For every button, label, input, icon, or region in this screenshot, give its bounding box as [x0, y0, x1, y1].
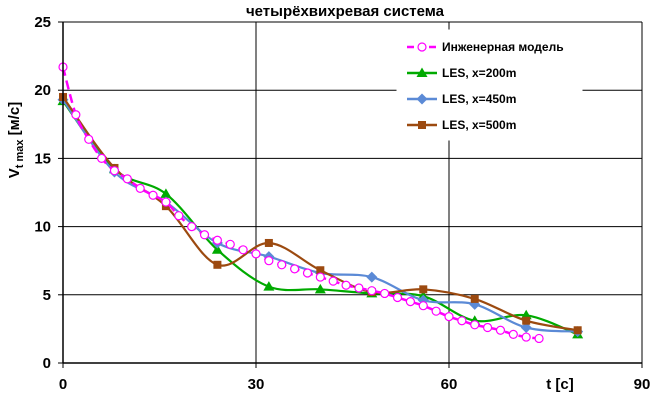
- data-point: [380, 288, 390, 299]
- y-axis-label-unit: [м/с]: [6, 102, 23, 140]
- data-point: [148, 190, 158, 200]
- x-tick-label: 0: [59, 376, 67, 393]
- data-point: [212, 235, 222, 245]
- data-point: [251, 249, 261, 259]
- tick-labels: 0 5 10 15 20 25 0 30 60 90: [34, 14, 650, 393]
- data-point: [71, 110, 81, 120]
- data-point: [444, 312, 454, 322]
- data-point: [495, 325, 506, 335]
- data-point: [213, 260, 222, 269]
- legend-box: [396, 29, 583, 141]
- data-point: [315, 272, 325, 282]
- data-point: [470, 320, 480, 330]
- y-tick-label: 5: [43, 287, 51, 304]
- data-point: [431, 306, 441, 316]
- data-point: [225, 239, 235, 249]
- data-point: [238, 245, 248, 255]
- data-point: [199, 230, 210, 240]
- chart-title: четырёхвихревая система: [246, 3, 445, 20]
- data-point: [109, 166, 120, 176]
- data-point: [316, 266, 325, 275]
- data-point: [277, 260, 287, 270]
- data-point: [367, 286, 377, 296]
- data-point: [84, 134, 94, 144]
- data-point: [470, 294, 479, 303]
- legend: Инженерная модель LES, x=200m LES, x=450m L…: [396, 29, 583, 141]
- data-point: [341, 280, 351, 290]
- y-tick-label: 10: [34, 219, 51, 236]
- data-point: [290, 264, 300, 274]
- legend-marker: [418, 121, 426, 129]
- grid: [63, 21, 643, 363]
- series-0: [58, 62, 544, 344]
- data-point: [160, 188, 172, 198]
- data-point: [264, 256, 274, 266]
- data-point: [328, 276, 338, 286]
- x-axis-label: t [c]: [546, 376, 574, 393]
- data-point: [392, 292, 403, 303]
- data-point: [174, 211, 184, 221]
- legend-marker: [416, 93, 428, 105]
- data-point: [211, 244, 223, 254]
- data-point: [521, 332, 531, 342]
- data-point: [263, 281, 275, 291]
- data-point: [122, 174, 132, 184]
- legend-label: LES, x=500m: [442, 118, 516, 132]
- data-point: [508, 329, 518, 339]
- data-point: [457, 316, 467, 326]
- data-point: [520, 322, 532, 334]
- axes: [58, 21, 643, 368]
- data-point: [187, 222, 197, 232]
- data-point: [522, 316, 531, 325]
- x-tick-label: 30: [248, 376, 265, 393]
- data-point: [314, 283, 326, 294]
- data-point: [135, 183, 145, 194]
- y-axis-label: Vt max [м/с]: [6, 102, 26, 179]
- data-point: [534, 333, 544, 344]
- legend-marker: [417, 42, 427, 52]
- data-point: [96, 153, 107, 163]
- y-tick-label: 25: [34, 14, 51, 31]
- data-point: [483, 322, 493, 333]
- y-axis-label-sub: t max: [14, 139, 26, 169]
- legend-label: LES, x=450m: [442, 92, 516, 106]
- y-tick-label: 20: [34, 82, 51, 99]
- series-line: [62, 100, 579, 336]
- y-axis-label-main: V: [6, 168, 23, 178]
- data-point: [366, 271, 378, 283]
- x-tick-label: 90: [634, 376, 651, 393]
- x-tick-label: 60: [441, 376, 458, 393]
- data-point: [418, 301, 428, 311]
- data-point: [264, 238, 273, 247]
- series-layer: [57, 62, 584, 344]
- data-point: [573, 326, 582, 335]
- data-point: [419, 285, 428, 294]
- data-point: [405, 297, 415, 307]
- legend-marker: [416, 67, 428, 77]
- data-point: [354, 283, 364, 293]
- legend-label: LES, x=200m: [442, 66, 516, 80]
- data-point: [302, 268, 313, 278]
- y-tick-label: 0: [43, 355, 51, 372]
- y-tick-label: 15: [34, 150, 51, 167]
- legend-label: Инженерная модель: [442, 40, 564, 54]
- data-point: [161, 197, 171, 207]
